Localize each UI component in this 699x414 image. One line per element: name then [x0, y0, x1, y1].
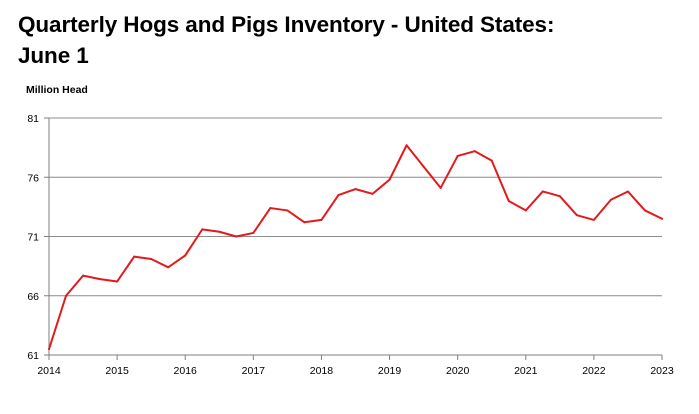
- data-point: [320, 218, 323, 221]
- data-point: [456, 154, 459, 157]
- data-point: [167, 266, 170, 269]
- data-point: [405, 144, 408, 147]
- y-tick-label: 76: [27, 172, 39, 184]
- data-point: [609, 198, 612, 201]
- y-tick-label: 61: [27, 350, 39, 362]
- data-point: [286, 209, 289, 212]
- data-point: [490, 159, 493, 162]
- x-tick-label: 2017: [242, 365, 266, 377]
- data-point: [541, 190, 544, 193]
- data-point: [303, 221, 306, 224]
- y-tick-label: 71: [27, 232, 39, 244]
- data-point: [201, 228, 204, 231]
- data-point: [82, 274, 85, 277]
- data-point: [133, 255, 136, 258]
- series-line: [48, 144, 663, 351]
- data-point: [524, 209, 527, 212]
- data-point: [150, 258, 153, 261]
- data-point: [99, 278, 102, 281]
- data-point: [48, 348, 50, 351]
- x-tick-label: 2019: [378, 365, 402, 377]
- x-tick-label: 2020: [446, 365, 470, 377]
- x-tick-label: 2021: [514, 365, 538, 377]
- data-point: [184, 254, 187, 257]
- y-axis-title: Million Head: [26, 84, 88, 96]
- data-point: [269, 207, 272, 210]
- chart-title: Quarterly Hogs and Pigs Inventory - Unit…: [18, 12, 555, 68]
- y-tick-label: 81: [27, 113, 39, 125]
- data-point: [643, 209, 646, 212]
- x-tick-label: 2018: [310, 365, 334, 377]
- data-point: [661, 217, 663, 220]
- data-point: [388, 178, 391, 181]
- data-point: [354, 188, 357, 191]
- data-point: [65, 294, 68, 297]
- data-point: [235, 235, 238, 238]
- data-point: [558, 195, 561, 198]
- data-point: [252, 231, 255, 234]
- data-point: [218, 230, 221, 233]
- data-point: [626, 190, 629, 193]
- y-tick-label: 66: [27, 291, 39, 303]
- x-tick-label: 2016: [174, 365, 198, 377]
- data-point: [575, 214, 578, 217]
- data-point: [439, 186, 442, 189]
- data-point: [422, 165, 425, 168]
- x-tick-label: 2015: [105, 365, 129, 377]
- data-point: [371, 192, 374, 195]
- data-point: [592, 218, 595, 221]
- data-point: [337, 194, 340, 197]
- data-point: [473, 150, 476, 153]
- data-point: [507, 199, 510, 202]
- x-tick-label: 2014: [37, 365, 61, 377]
- x-tick-label: 2022: [582, 365, 606, 377]
- x-tick-label: 2023: [650, 365, 674, 377]
- data-point: [116, 280, 119, 283]
